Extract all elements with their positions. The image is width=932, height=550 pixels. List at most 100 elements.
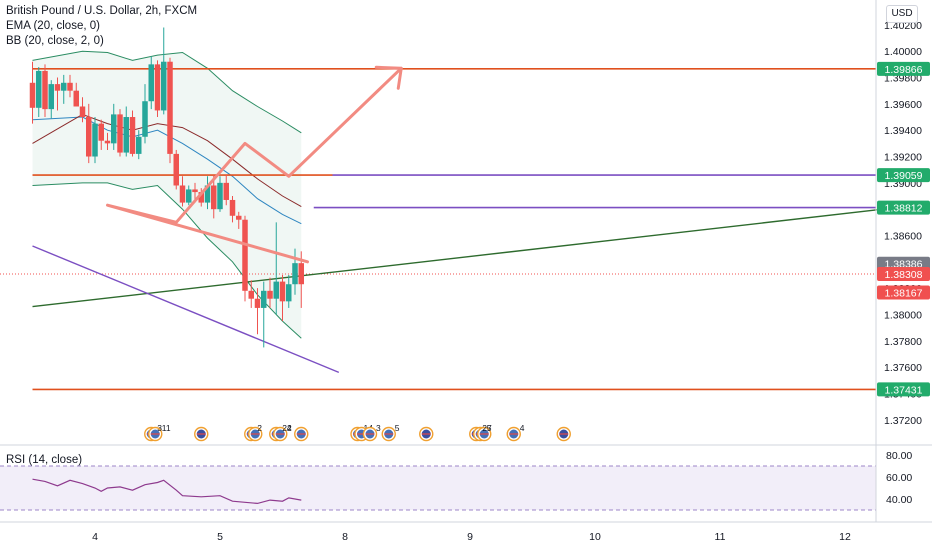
rsi-tick-label: 80.00 bbox=[886, 450, 912, 462]
price-tag-label: 1.38167 bbox=[885, 288, 923, 300]
projection-path[interactable] bbox=[106, 65, 403, 264]
flag-stripe-icon bbox=[365, 433, 375, 435]
candle-body-1 bbox=[36, 70, 42, 108]
candle-body-19 bbox=[148, 64, 154, 102]
candle-body-24 bbox=[179, 185, 186, 203]
trendline-1 bbox=[32, 245, 340, 374]
price-tag-1 bbox=[877, 168, 930, 183]
candle-body-21 bbox=[161, 61, 167, 111]
flag-stripe-icon bbox=[150, 433, 160, 435]
candle-body-31 bbox=[223, 182, 229, 200]
candle-body-25 bbox=[186, 189, 192, 203]
price-tag-3 bbox=[877, 382, 930, 397]
time-tick-label: 9 bbox=[467, 531, 473, 543]
candle-body-18 bbox=[142, 101, 148, 137]
event-count-12: 5 bbox=[487, 423, 492, 433]
event-count-11: 27 bbox=[482, 423, 492, 433]
economic-events[interactable]: 311222414352754 bbox=[144, 423, 571, 442]
candle-body-10 bbox=[92, 123, 98, 157]
price-tick-label: 1.39600 bbox=[884, 99, 922, 111]
event-count-8: 3 bbox=[376, 423, 381, 433]
time-tick-label: 4 bbox=[92, 531, 98, 543]
candle-body-11 bbox=[98, 123, 104, 141]
projection-line bbox=[106, 66, 403, 264]
candle-body-12 bbox=[104, 140, 111, 144]
candle-body-33 bbox=[236, 215, 242, 220]
price-tick-label: 1.37200 bbox=[884, 415, 922, 427]
price-tag-label: 1.39866 bbox=[885, 64, 923, 76]
price-tick-label: 1.37600 bbox=[884, 362, 922, 374]
candle-body-15 bbox=[123, 117, 129, 153]
candle-body-8 bbox=[79, 106, 86, 118]
candle-body-37 bbox=[261, 290, 267, 308]
ema-indicator-label[interactable]: EMA (20, close, 0) bbox=[6, 20, 100, 32]
currency-button[interactable]: USD bbox=[886, 5, 918, 23]
flag-stripe-icon bbox=[250, 433, 260, 435]
rsi-line bbox=[32, 478, 302, 505]
candle-body-13 bbox=[111, 114, 117, 144]
flag-stripe-icon bbox=[357, 433, 366, 435]
flag-stripe-icon bbox=[296, 433, 306, 435]
price-tags: 1.398661.390591.388121.374311.383861.383… bbox=[877, 61, 930, 397]
flag-stripe-icon bbox=[559, 433, 569, 435]
event-count-13: 4 bbox=[520, 423, 525, 433]
candle-body-14 bbox=[117, 114, 123, 153]
candle-body-16 bbox=[129, 117, 136, 154]
candle-body-28 bbox=[204, 185, 211, 203]
candle-body-40 bbox=[279, 281, 286, 302]
time-tick-label: 5 bbox=[217, 531, 223, 543]
event-count-5: 22 bbox=[282, 423, 292, 433]
candle-body-35 bbox=[248, 290, 254, 299]
time-tick-label: 10 bbox=[589, 531, 601, 543]
candle-body-27 bbox=[198, 192, 204, 203]
price-tick-label: 1.38000 bbox=[884, 310, 922, 322]
event-count-4: 2 bbox=[257, 423, 262, 433]
time-tick-label: 8 bbox=[342, 531, 348, 543]
price-tag-5 bbox=[877, 266, 930, 281]
candle-body-22 bbox=[167, 61, 173, 154]
candle-body-39 bbox=[273, 281, 279, 299]
rsi-tick-label: 60.00 bbox=[886, 472, 912, 484]
candle-body-26 bbox=[192, 189, 198, 193]
price-tag-2 bbox=[877, 200, 930, 215]
event-count-2: 11 bbox=[162, 423, 171, 433]
horizontal-levels[interactable] bbox=[0, 68, 876, 391]
candle-body-41 bbox=[286, 284, 292, 302]
candle-body-30 bbox=[217, 182, 223, 210]
candle-body-3 bbox=[48, 84, 54, 110]
price-tag-label: 1.37431 bbox=[885, 384, 923, 396]
bb-indicator-label[interactable]: BB (20, close, 2, 0) bbox=[6, 35, 104, 47]
price-tick-label: 1.39200 bbox=[884, 152, 922, 164]
candle-body-42 bbox=[292, 263, 298, 285]
candle-body-2 bbox=[42, 70, 48, 110]
price-tag-label: 1.38812 bbox=[885, 203, 923, 215]
price-tick-label: 1.40000 bbox=[884, 46, 922, 58]
candle-body-36 bbox=[254, 298, 261, 308]
chart-title: British Pound / U.S. Dollar, 2h, FXCM bbox=[6, 5, 198, 17]
rsi-indicator-label[interactable]: RSI (14, close) bbox=[6, 454, 83, 466]
trendlines[interactable] bbox=[32, 208, 883, 374]
price-tag-label: 1.39059 bbox=[885, 170, 923, 182]
time-tick-label: 12 bbox=[839, 531, 851, 543]
candle-body-43 bbox=[298, 263, 304, 285]
price-tag-label: 1.38308 bbox=[885, 269, 923, 281]
candles bbox=[29, 27, 304, 348]
rsi-pane bbox=[0, 444, 932, 511]
flag-stripe-icon bbox=[509, 433, 519, 435]
candle-body-5 bbox=[61, 82, 67, 91]
candle-body-9 bbox=[86, 117, 92, 157]
trendline-0 bbox=[32, 208, 883, 308]
bb-upper-line bbox=[32, 50, 302, 134]
price-tick-label: 1.38600 bbox=[884, 231, 922, 243]
event-count-1: 3 bbox=[157, 423, 162, 433]
flag-stripe-icon bbox=[275, 433, 285, 435]
candle-body-38 bbox=[267, 290, 273, 299]
ema-line bbox=[32, 113, 302, 208]
price-tag-6 bbox=[877, 285, 930, 300]
candle-body-32 bbox=[229, 199, 236, 216]
price-tick-label: 1.37800 bbox=[884, 336, 922, 348]
rsi-tick-label: 40.00 bbox=[886, 494, 912, 506]
flag-stripe-icon bbox=[421, 433, 431, 435]
candle-body-34 bbox=[242, 219, 248, 291]
